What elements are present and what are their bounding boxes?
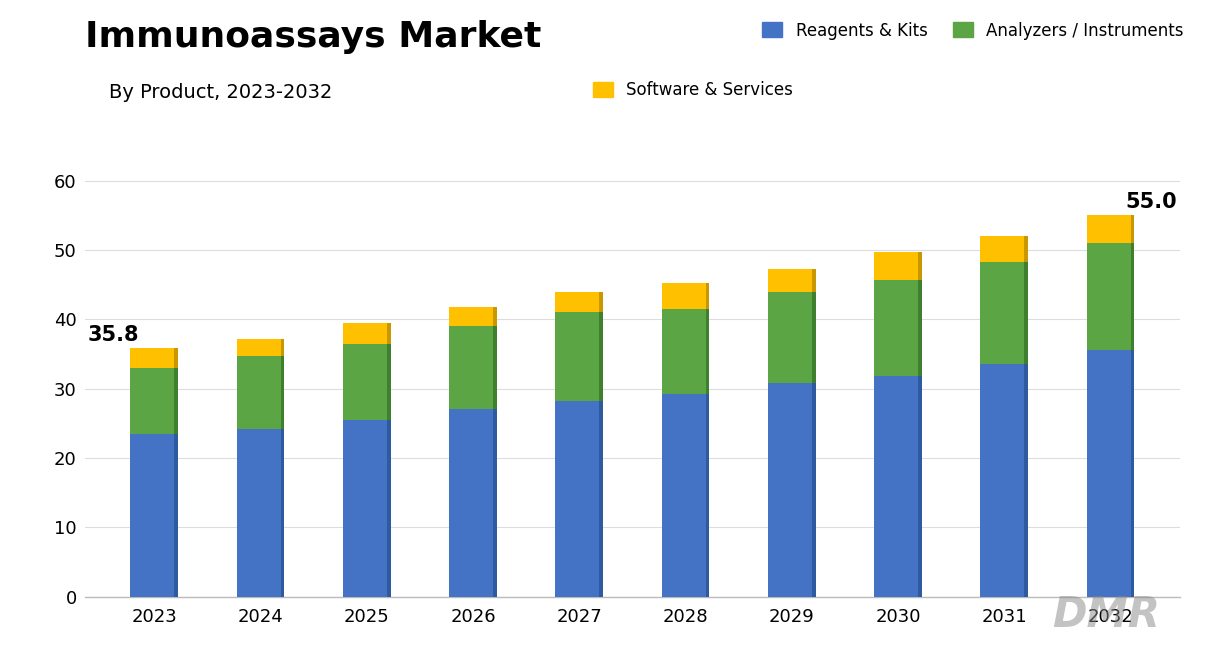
Text: 55.0: 55.0 [1125,192,1177,211]
Bar [387,323,390,343]
Bar [130,434,178,597]
Bar [237,429,285,597]
Bar [767,292,816,383]
Bar [237,356,285,429]
Bar [980,365,1028,597]
Bar [449,307,497,326]
Bar [918,252,922,280]
Bar [662,394,709,597]
Bar [705,309,709,394]
Bar [343,323,390,343]
Text: Immunoassays Market: Immunoassays Market [85,20,541,54]
Bar [918,280,922,376]
Bar [918,376,922,597]
Text: DMR: DMR [1052,595,1160,636]
Bar [343,343,390,420]
Bar [281,339,285,356]
Bar [174,434,178,597]
Text: By Product, 2023-2032: By Product, 2023-2032 [109,83,333,102]
Bar [387,343,390,420]
Legend: Software & Services: Software & Services [593,82,793,99]
Bar [812,383,816,597]
Legend: Reagents & Kits, Analyzers / Instruments: Reagents & Kits, Analyzers / Instruments [762,22,1183,40]
Bar [556,292,603,312]
Bar [980,262,1028,365]
Bar [1024,262,1028,365]
Bar [705,283,709,309]
Bar [130,368,178,434]
Bar [812,269,816,292]
Bar [174,368,178,434]
Bar [1087,215,1135,243]
Bar [1024,365,1028,597]
Bar [492,410,497,597]
Bar [599,312,603,401]
Bar [705,394,709,597]
Bar [281,429,285,597]
Bar [492,307,497,326]
Bar [812,292,816,383]
Bar [449,326,497,410]
Bar [1024,236,1028,262]
Bar [599,401,603,597]
Bar [662,283,709,309]
Bar [174,348,178,368]
Bar [387,420,390,597]
Bar [1087,243,1135,351]
Bar [556,401,603,597]
Bar [767,383,816,597]
Text: 35.8: 35.8 [88,325,140,345]
Bar [662,309,709,394]
Bar [1087,351,1135,597]
Bar [1131,351,1135,597]
Bar [767,269,816,292]
Bar [281,356,285,429]
Bar [556,312,603,401]
Bar [237,339,285,356]
Bar [130,348,178,368]
Bar [343,420,390,597]
Bar [874,280,922,376]
Bar [1131,243,1135,351]
Bar [980,236,1028,262]
Bar [874,376,922,597]
Bar [599,292,603,312]
Bar [492,326,497,410]
Bar [449,410,497,597]
Bar [874,252,922,280]
Bar [1131,215,1135,243]
